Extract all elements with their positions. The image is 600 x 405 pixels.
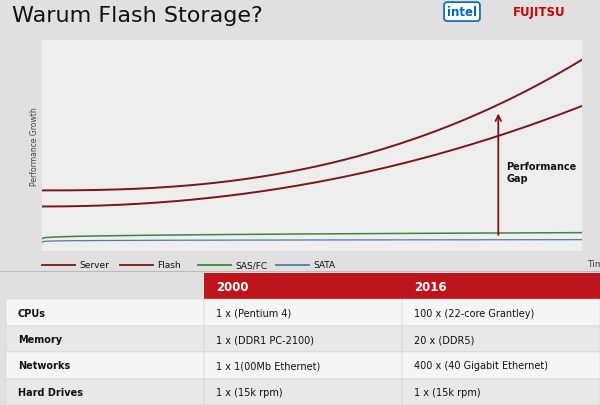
Text: Flash: Flash [157,261,181,270]
Text: FUJITSU: FUJITSU [513,6,566,19]
Bar [402,273,600,300]
Text: 1 x (15k rpm): 1 x (15k rpm) [414,387,481,397]
Bar [6,326,204,352]
Text: SATA: SATA [313,261,335,270]
Text: 1 x (15k rpm): 1 x (15k rpm) [216,387,283,397]
Text: 400 x (40 Gigabit Ethernet): 400 x (40 Gigabit Ethernet) [414,360,548,371]
Bar [402,379,600,405]
Bar [204,326,402,352]
Text: Time: Time [587,260,600,269]
Bar [402,300,600,326]
Text: intel: intel [447,6,477,19]
Text: 2016: 2016 [414,280,446,293]
Y-axis label: Performance Growth: Performance Growth [30,107,39,185]
Bar [402,326,600,352]
Text: SAS/FC: SAS/FC [235,261,268,270]
Text: 20 x (DDR5): 20 x (DDR5) [414,334,475,344]
Text: 100 x (22-core Grantley): 100 x (22-core Grantley) [414,308,534,318]
Text: Warum Flash Storage?: Warum Flash Storage? [12,6,263,26]
Bar [204,379,402,405]
Text: 1 x (DDR1 PC-2100): 1 x (DDR1 PC-2100) [216,334,314,344]
Text: 1 x (Pentium 4): 1 x (Pentium 4) [216,308,291,318]
Text: 2000: 2000 [216,280,248,293]
Text: CPUs: CPUs [18,308,46,318]
Bar [402,352,600,379]
Text: Memory: Memory [18,334,62,344]
Bar [204,300,402,326]
Bar [6,379,204,405]
Bar [204,352,402,379]
Text: Hard Drives: Hard Drives [18,387,83,397]
Text: Networks: Networks [18,360,70,371]
Text: Server: Server [79,261,109,270]
Text: Performance
Gap: Performance Gap [506,162,577,183]
Text: 1 x 1(00Mb Ethernet): 1 x 1(00Mb Ethernet) [216,360,320,371]
Bar [204,273,402,300]
Bar [6,352,204,379]
Bar [6,300,204,326]
